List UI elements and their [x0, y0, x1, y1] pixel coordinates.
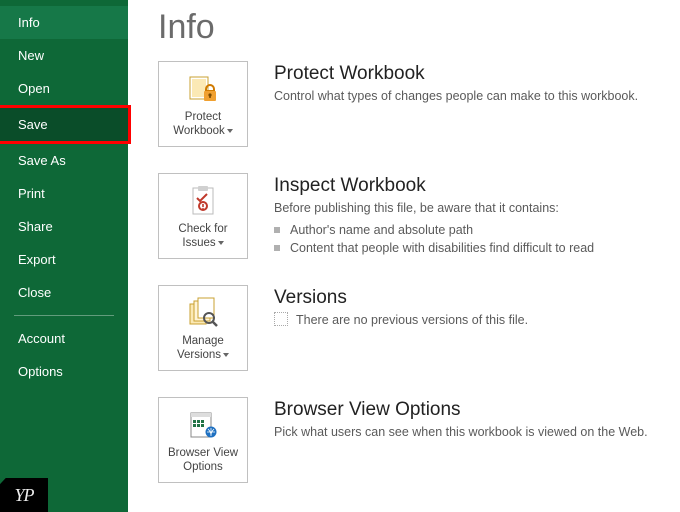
versions-icon: [185, 295, 221, 331]
section-title: Inspect Workbook: [274, 175, 658, 197]
sidebar-item-options[interactable]: Options: [0, 355, 128, 388]
main-content: Info Protect Workbook Protect Work: [128, 0, 680, 512]
section-desc: Control what types of changes people can…: [274, 88, 658, 106]
check-for-issues-button[interactable]: Check for Issues: [158, 173, 248, 259]
section-desc: Pick what users can see when this workbo…: [274, 424, 658, 442]
section-title: Browser View Options: [274, 399, 658, 421]
sidebar-item-label: Export: [18, 252, 56, 267]
sidebar-item-save-as[interactable]: Save As: [0, 144, 128, 177]
card-label: Protect Workbook: [173, 111, 233, 139]
sidebar-item-label: Close: [18, 285, 51, 300]
bullet-text: Author's name and absolute path: [290, 221, 473, 240]
sidebar-item-print[interactable]: Print: [0, 177, 128, 210]
chevron-down-icon: [216, 237, 224, 249]
sidebar-item-account[interactable]: Account: [0, 322, 128, 355]
section-desc-text: There are no previous versions of this f…: [296, 313, 528, 327]
section-versions: Manage Versions Versions There are no pr…: [158, 285, 658, 371]
chevron-down-icon: [225, 125, 233, 137]
badge-text: YP: [14, 485, 33, 506]
protect-workbook-button[interactable]: Protect Workbook: [158, 61, 248, 147]
sidebar-item-share[interactable]: Share: [0, 210, 128, 243]
card-label: Check for Issues: [178, 223, 227, 251]
check-issues-icon: [185, 183, 221, 219]
page-title: Info: [158, 8, 658, 47]
sidebar-item-save[interactable]: Save: [0, 105, 131, 144]
section-protect: Protect Workbook Protect Workbook Contro…: [158, 61, 658, 147]
section-title: Protect Workbook: [274, 63, 658, 85]
browser-view-options-button[interactable]: Browser View Options: [158, 397, 248, 483]
sidebar-item-close[interactable]: Close: [0, 276, 128, 309]
section-body: Protect Workbook Control what types of c…: [274, 61, 658, 147]
section-inspect: Check for Issues Inspect Workbook Before…: [158, 173, 658, 259]
section-title: Versions: [274, 287, 658, 309]
section-body: Versions There are no previous versions …: [274, 285, 658, 371]
card-label: Manage Versions: [177, 335, 229, 363]
sidebar-divider: [14, 315, 114, 316]
bullet-item: Author's name and absolute path: [274, 221, 658, 240]
sidebar-item-label: Account: [18, 331, 65, 346]
section-body: Browser View Options Pick what users can…: [274, 397, 658, 483]
sidebar-item-label: Open: [18, 81, 50, 96]
sidebar-item-label: Print: [18, 186, 45, 201]
watermark-badge: YP: [0, 478, 48, 512]
sidebar-item-label: Save: [18, 117, 48, 132]
card-label: Browser View Options: [168, 447, 238, 475]
sidebar-item-export[interactable]: Export: [0, 243, 128, 276]
sidebar-item-label: Info: [18, 15, 40, 30]
manage-versions-button[interactable]: Manage Versions: [158, 285, 248, 371]
sidebar-item-label: Save As: [18, 153, 66, 168]
sidebar-item-info[interactable]: Info: [0, 6, 128, 39]
browser-view-icon: [185, 407, 221, 443]
sidebar-item-label: Options: [18, 364, 63, 379]
section-body: Inspect Workbook Before publishing this …: [274, 173, 658, 259]
sidebar: Info New Open Save Save As Print Share E…: [0, 0, 128, 512]
bullet-icon: [274, 227, 280, 233]
app-layout: Info New Open Save Save As Print Share E…: [0, 0, 680, 512]
bullet-item: Content that people with disabilities fi…: [274, 239, 658, 258]
lock-icon: [185, 71, 221, 107]
chevron-down-icon: [221, 349, 229, 361]
section-desc: Before publishing this file, be aware th…: [274, 200, 658, 218]
bullet-text: Content that people with disabilities fi…: [290, 239, 594, 258]
sidebar-item-open[interactable]: Open: [0, 72, 128, 105]
sidebar-item-label: New: [18, 48, 44, 63]
section-browser-view: Browser View Options Browser View Option…: [158, 397, 658, 483]
sidebar-item-new[interactable]: New: [0, 39, 128, 72]
no-versions-icon: [274, 312, 288, 326]
bullet-list: Author's name and absolute path Content …: [274, 221, 658, 259]
sidebar-item-label: Share: [18, 219, 53, 234]
section-desc: There are no previous versions of this f…: [274, 312, 658, 330]
bullet-icon: [274, 245, 280, 251]
